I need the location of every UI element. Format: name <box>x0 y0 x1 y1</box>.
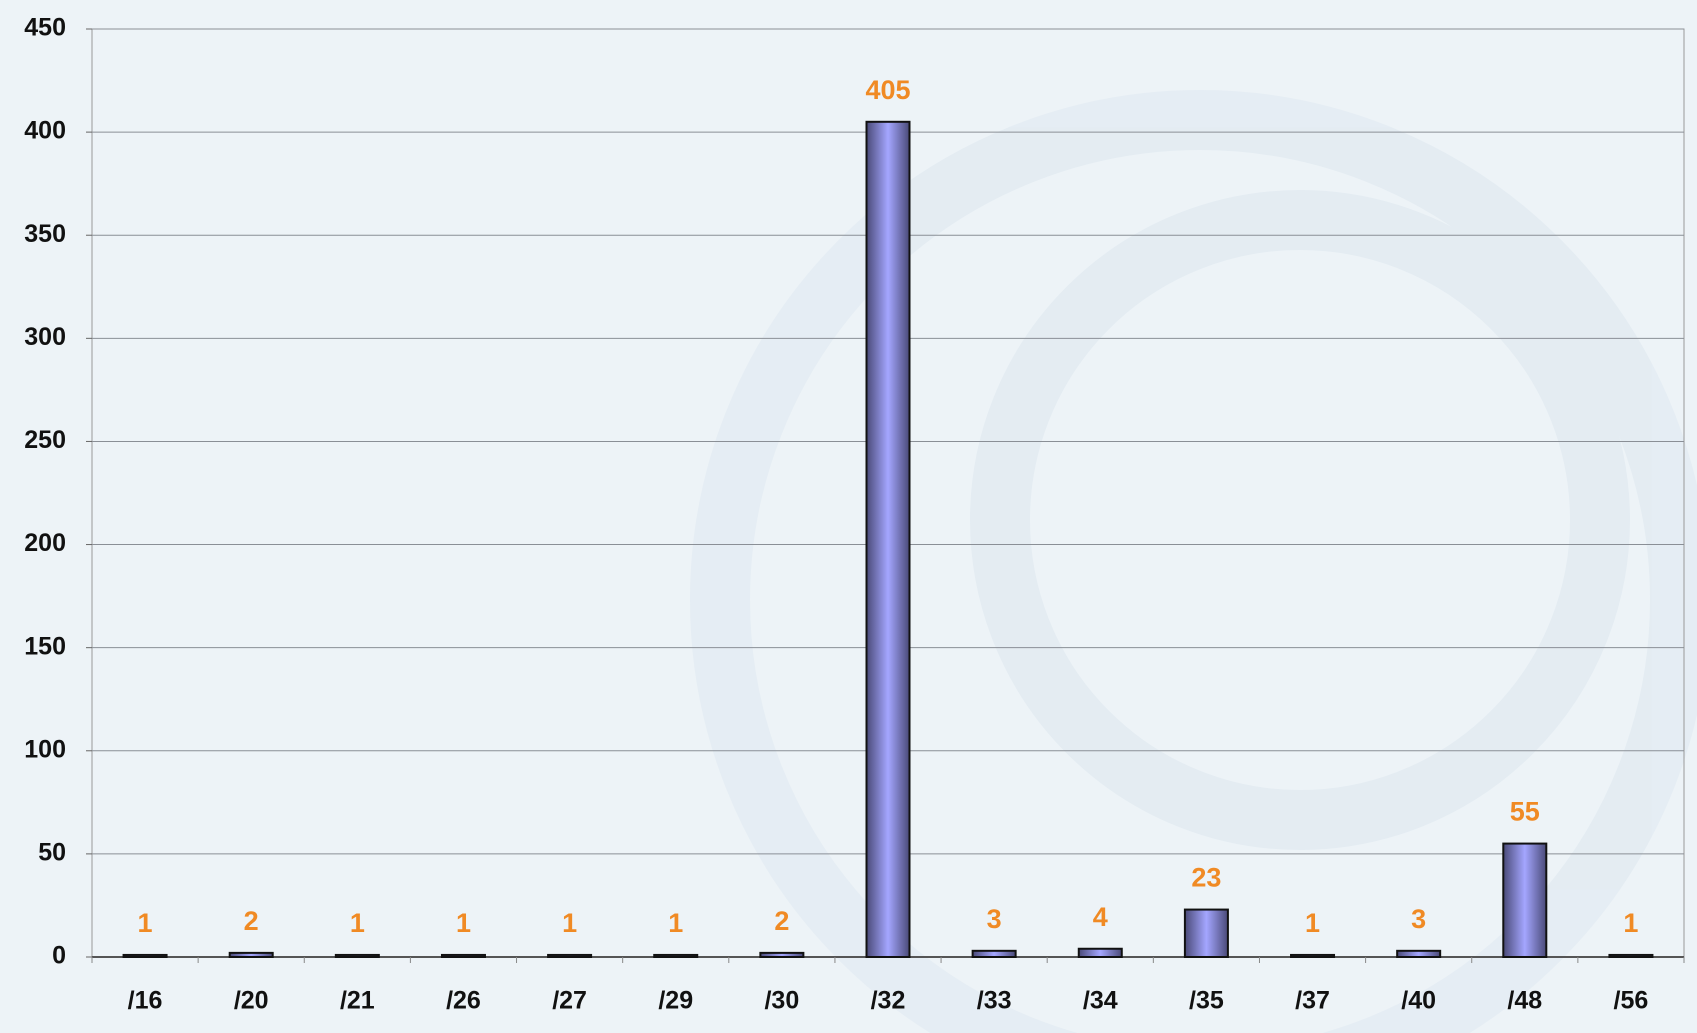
background-logo <box>690 90 1697 1033</box>
x-tick-label: /32 <box>871 987 906 1015</box>
value-label: 23 <box>1191 863 1221 893</box>
value-label: 1 <box>1623 908 1638 938</box>
bar <box>1502 842 1548 958</box>
x-tick-label: /33 <box>977 987 1012 1015</box>
y-tick-label: 200 <box>24 529 66 557</box>
value-label: 405 <box>865 75 910 105</box>
y-tick-label: 150 <box>24 632 66 660</box>
bar <box>653 953 699 959</box>
value-label: 1 <box>456 908 471 938</box>
y-tick-label: 50 <box>38 838 66 866</box>
bar <box>1290 953 1336 959</box>
x-tick-label: /34 <box>1083 987 1118 1015</box>
x-tick-label: /26 <box>446 987 481 1015</box>
y-tick-label: 100 <box>24 735 66 763</box>
bar <box>1396 949 1442 959</box>
x-tick-label: /40 <box>1401 987 1436 1015</box>
bar <box>1077 947 1123 958</box>
bar <box>1183 908 1229 959</box>
value-label: 2 <box>244 906 259 936</box>
bar <box>440 953 486 959</box>
x-tick-label: /35 <box>1189 987 1224 1015</box>
value-label: 1 <box>1305 908 1320 938</box>
y-tick-label: 400 <box>24 117 66 145</box>
y-tick-label: 350 <box>24 220 66 248</box>
value-label: 4 <box>1093 902 1108 932</box>
y-tick-label: 0 <box>52 942 66 970</box>
x-tick-label: /48 <box>1507 987 1542 1015</box>
bar <box>865 120 911 959</box>
x-tick-label: /30 <box>764 987 799 1015</box>
value-label: 3 <box>987 904 1002 934</box>
x-tick-label: /29 <box>658 987 693 1015</box>
value-label: 1 <box>562 908 577 938</box>
bar <box>228 951 274 958</box>
bar <box>971 949 1017 959</box>
y-tick-label: 300 <box>24 323 66 351</box>
bar <box>334 953 380 959</box>
x-tick-label: /21 <box>340 987 375 1015</box>
x-tick-label: /16 <box>128 987 163 1015</box>
value-label: 1 <box>668 908 683 938</box>
value-label: 55 <box>1510 797 1540 827</box>
value-label: 2 <box>774 906 789 936</box>
value-label: 3 <box>1411 904 1426 934</box>
y-tick-label: 450 <box>24 14 66 42</box>
value-label: 1 <box>138 908 153 938</box>
x-tick-label: /27 <box>552 987 587 1015</box>
value-label: 1 <box>350 908 365 938</box>
x-tick-label: /37 <box>1295 987 1330 1015</box>
x-tick-label: /20 <box>234 987 269 1015</box>
bar <box>759 951 805 958</box>
y-tick-label: 250 <box>24 426 66 454</box>
bar <box>547 953 593 959</box>
bar <box>1608 953 1654 959</box>
x-tick-label: /56 <box>1614 987 1649 1015</box>
bar <box>122 953 168 959</box>
